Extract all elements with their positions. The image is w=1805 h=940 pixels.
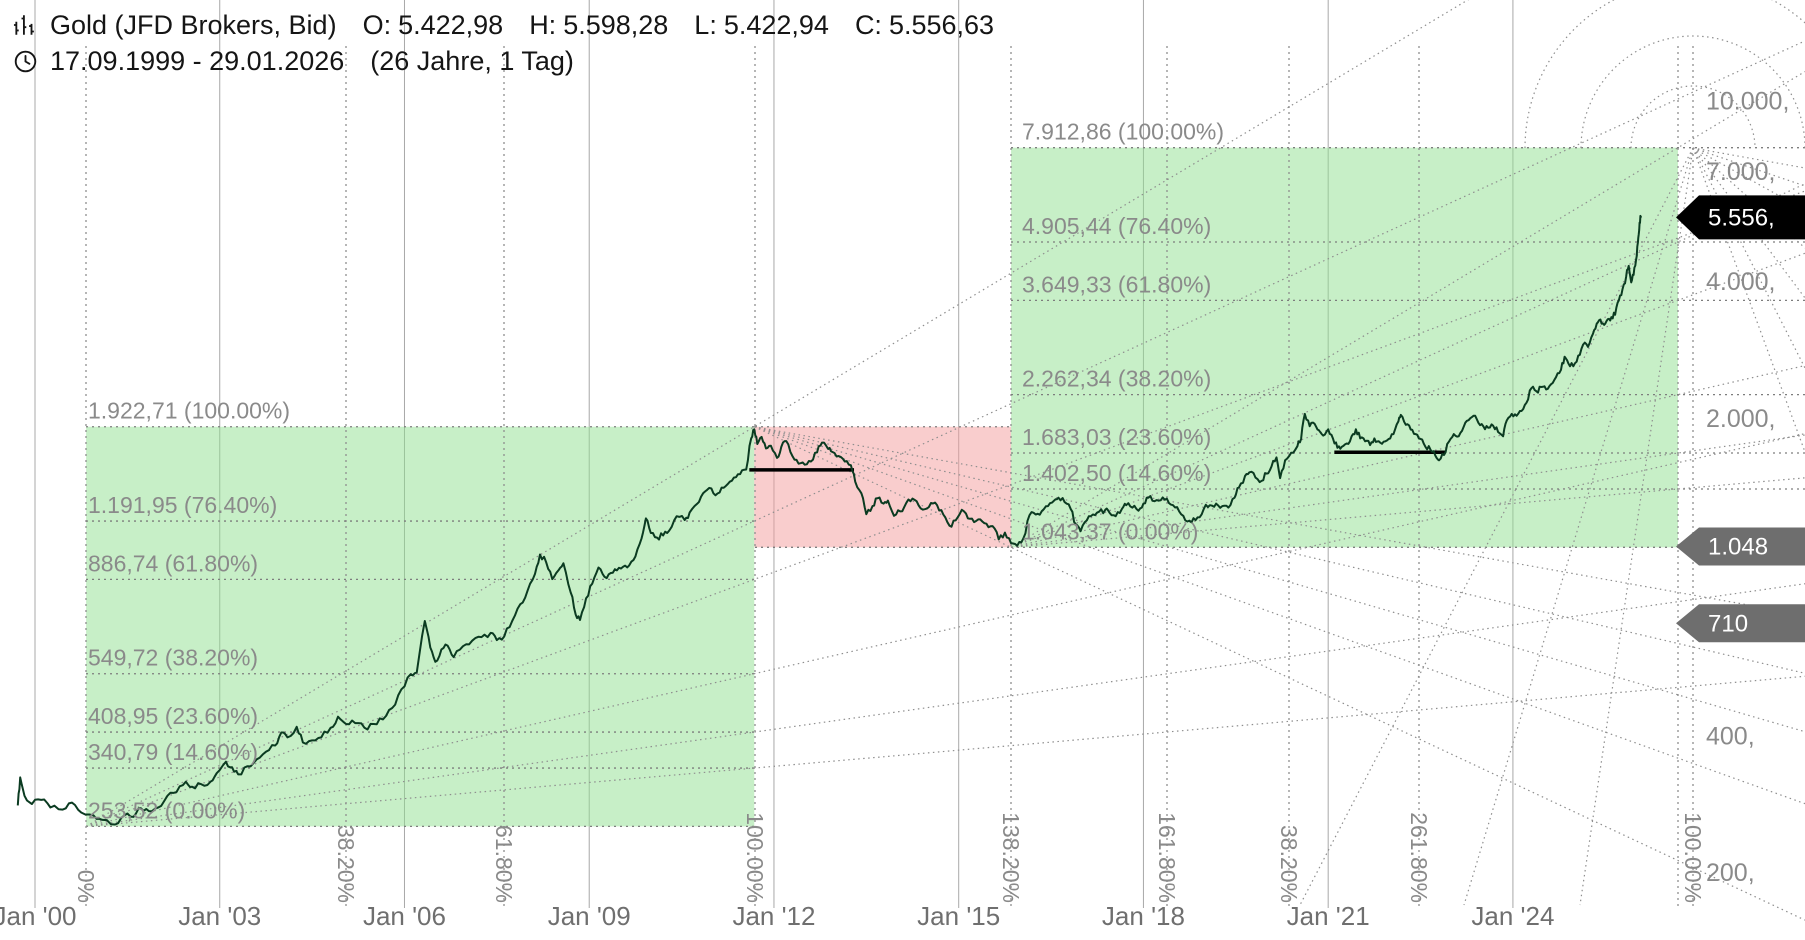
x-axis-label: Jan '12 <box>732 901 815 931</box>
price-badge-label: 1.048 <box>1708 533 1768 560</box>
fib-level-label: 340,79 (14.60%) <box>88 739 258 765</box>
time-percent-label: 38.20% <box>1276 825 1302 903</box>
fib-fan-line <box>1692 147 1805 369</box>
x-axis-label: Jan '24 <box>1471 901 1554 931</box>
fib-level-label: 7.912,86 (100.00%) <box>1022 119 1224 145</box>
fib-level-label: 886,74 (61.80%) <box>88 550 258 576</box>
fib-fan-line <box>1010 183 1805 548</box>
duration: (26 Jahre, 1 Tag) <box>370 46 574 76</box>
y-axis-label: 7.000, <box>1706 158 1776 186</box>
y-axis-label: 2.000, <box>1706 405 1776 433</box>
candlestick-chart-icon <box>10 12 40 38</box>
fib-fan-line <box>1010 71 1805 548</box>
low-label: L: <box>694 10 717 40</box>
fib-level-label: 1.043,37 (0.00%) <box>1022 518 1198 544</box>
y-axis-label: 400, <box>1706 722 1755 750</box>
time-percent-label: 100.00% <box>742 812 768 903</box>
y-axis-label: 200, <box>1706 859 1755 887</box>
fib-level-label: 4.905,44 (76.40%) <box>1022 213 1211 239</box>
x-axis-label: Jan '21 <box>1287 901 1370 931</box>
fib-fan-line <box>1010 252 1805 548</box>
clock-icon <box>10 49 40 74</box>
instrument-title: Gold (JFD Brokers, Bid) <box>50 10 337 40</box>
fib-fan-line <box>85 190 1805 827</box>
x-axis-label: Jan '18 <box>1102 901 1185 931</box>
fib-level-label: 1.191,95 (76.40%) <box>88 492 277 518</box>
time-percent-label: 261.80% <box>1406 812 1432 903</box>
price-badge <box>1676 195 1805 240</box>
fib-zone <box>86 426 755 827</box>
fib-level-label: 253,52 (0.00%) <box>88 797 245 823</box>
fib-level-label: 1.922,71 (100.00%) <box>88 398 290 424</box>
fib-fan-line <box>1692 147 1805 299</box>
time-percent-label: 138.20% <box>998 812 1024 903</box>
y-axis-label: 10.000, <box>1706 88 1789 116</box>
fib-level-label: 408,95 (23.60%) <box>88 703 258 729</box>
fib-fan-line <box>753 426 1805 921</box>
fib-fan-line <box>1010 364 1805 548</box>
price-badge <box>1676 527 1805 566</box>
close-label: C: <box>854 10 882 40</box>
fib-fan-line <box>1010 434 1805 548</box>
price-badge-label: 710 <box>1708 610 1748 637</box>
fib-fan-line <box>1299 147 1694 906</box>
instrument-line: Gold (JFD Brokers, Bid) O: 5.422,98 H: 5.5… <box>10 7 994 43</box>
ohlc-close: C: 5.556,63 <box>855 7 994 43</box>
fib-arc <box>1580 35 1805 149</box>
time-percent-label: 61.80% <box>491 825 517 903</box>
price-badge-label: 5.556, <box>1708 204 1775 231</box>
close-value: 5.556,63 <box>888 10 995 40</box>
time-percent-label: 161.80% <box>1154 812 1180 903</box>
time-percent-label: 38.20% <box>333 825 359 903</box>
fib-fan-line <box>754 426 1805 805</box>
fib-level-label: 2.262,34 (38.20%) <box>1022 366 1211 392</box>
fib-level-label: 1.683,03 (23.60%) <box>1022 424 1211 450</box>
y-axis-label: 4.000, <box>1706 268 1776 296</box>
ohlc-open: O: 5.422,98 <box>363 7 504 43</box>
price-line <box>16 214 1642 826</box>
high-value: 5.598,28 <box>563 10 669 40</box>
low-value: 5.422,94 <box>723 10 829 40</box>
chart-header: Gold (JFD Brokers, Bid) O: 5.422,98 H: 5.5… <box>10 7 994 79</box>
open-value: 5.422,98 <box>398 10 504 40</box>
high-label: H: <box>529 10 557 40</box>
fib-arc <box>1524 0 1805 149</box>
range-line: 17.09.1999 - 29.01.2026 (26 Jahre, 1 Tag… <box>10 43 994 79</box>
fib-arc <box>1630 85 1756 149</box>
time-percent-label: 0% <box>73 870 99 903</box>
fib-fan-line <box>1692 147 1805 211</box>
fib-level-label: 549,72 (38.20%) <box>88 645 258 671</box>
x-axis-label: Jan '15 <box>917 901 1000 931</box>
fib-level-label: 1.402,50 (14.60%) <box>1022 460 1211 486</box>
ohlc-low: L: 5.422,94 <box>694 7 829 43</box>
x-axis-label: Jan '06 <box>363 901 446 931</box>
x-axis-label: Jan '03 <box>178 901 261 931</box>
price-badge <box>1676 604 1805 643</box>
x-axis-label: Jan '09 <box>548 901 631 931</box>
x-axis-label: Jan '00 <box>0 901 77 931</box>
fib-fan-line <box>85 0 1469 827</box>
open-label: O: <box>362 10 392 40</box>
fib-fan-line <box>1463 147 1694 906</box>
fib-zone <box>1011 147 1678 548</box>
time-percent-label: 100.00% <box>1680 812 1706 903</box>
fib-level-label: 3.649,33 (61.80%) <box>1022 271 1211 297</box>
date-range: 17.09.1999 - 29.01.2026 <box>50 46 345 76</box>
ohlc-high: H: 5.598,28 <box>529 7 668 43</box>
